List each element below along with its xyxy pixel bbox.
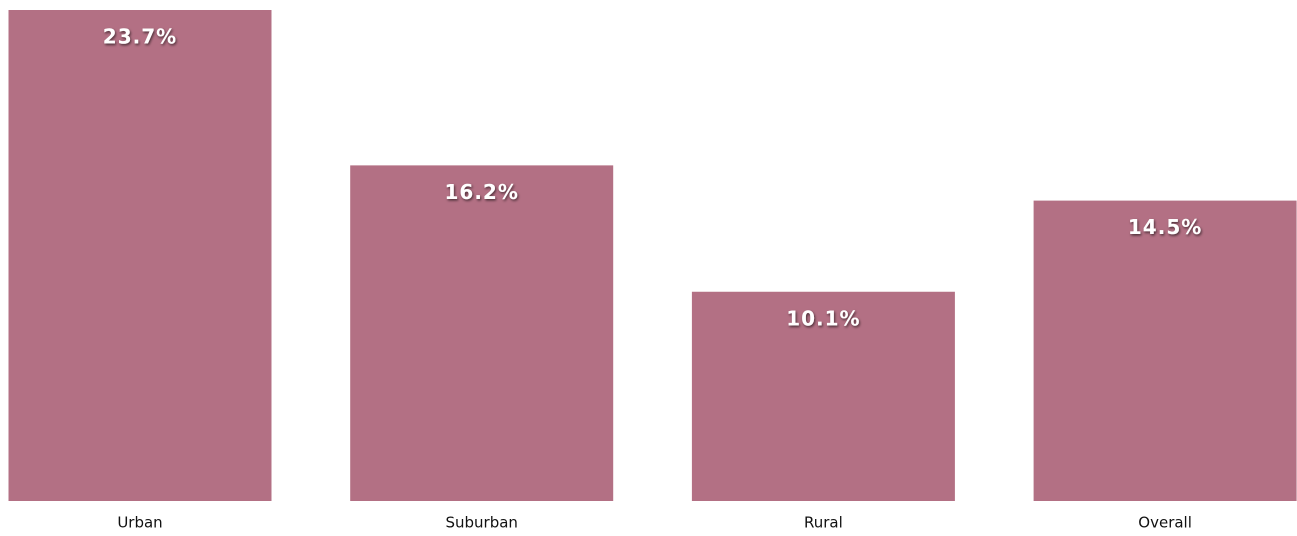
- x-tick-label: Urban: [117, 514, 162, 532]
- bar: [350, 165, 614, 501]
- x-tick-label: Rural: [804, 514, 843, 532]
- bar: [1033, 200, 1297, 501]
- value-label: 10.1%: [786, 306, 860, 330]
- bar: [691, 291, 955, 501]
- value-label: 14.5%: [1128, 215, 1202, 239]
- bar: [8, 10, 272, 501]
- value-label: 23.7%: [103, 25, 177, 49]
- x-tick-label: Suburban: [445, 514, 517, 532]
- x-tick-label: Overall: [1138, 514, 1192, 532]
- value-label: 16.2%: [445, 180, 519, 204]
